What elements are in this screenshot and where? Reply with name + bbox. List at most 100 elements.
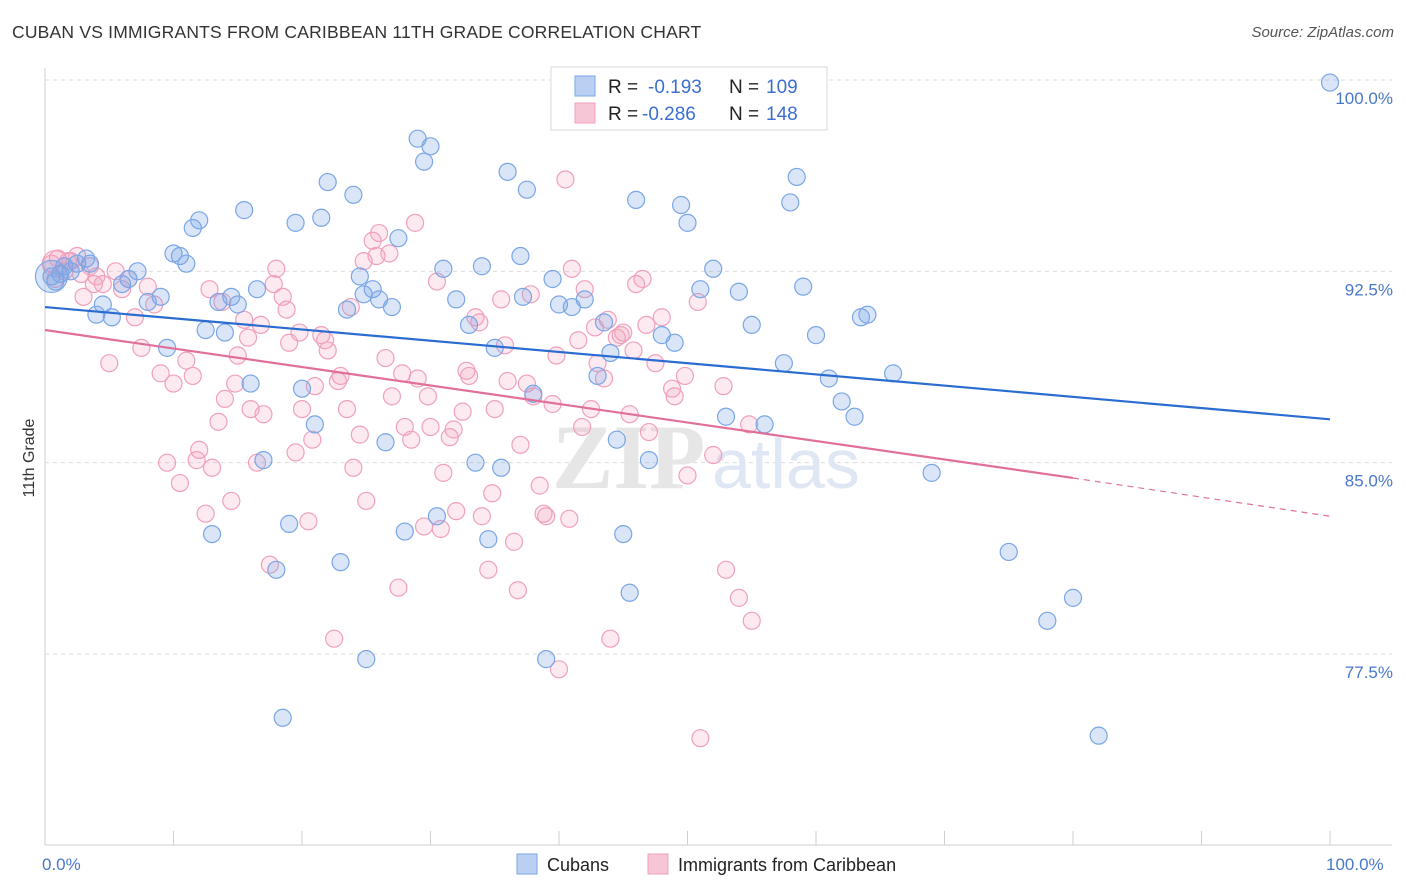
caribbean-point [624, 341, 643, 360]
caribbean-point [170, 473, 190, 493]
cubans-point [389, 229, 408, 248]
caribbean-point [714, 377, 733, 396]
cubans-point [254, 451, 273, 470]
cubans-point [350, 267, 369, 286]
bottom-legend-cubans: Cubans [547, 855, 609, 875]
caribbean-point [742, 611, 761, 630]
y-tick-labels: 77.5% 85.0% 92.5% 100.0% [1335, 89, 1393, 682]
caribbean-point [74, 287, 93, 306]
caribbean-point [286, 443, 305, 462]
cubans-point [626, 190, 646, 210]
caribbean-point [84, 274, 103, 294]
cubans-point [434, 259, 453, 278]
caribbean-point [316, 331, 335, 350]
cubans-point [267, 560, 286, 579]
cubans-point [414, 152, 434, 171]
cubans-point [1320, 73, 1340, 92]
cubans-point [247, 280, 267, 299]
cubans-point [806, 326, 826, 345]
cubans-point [588, 366, 607, 386]
cubans-point [517, 180, 536, 199]
caribbean-point [601, 629, 620, 648]
cubans-point [331, 553, 350, 572]
caribbean-point [485, 399, 504, 419]
caribbean-point [549, 660, 569, 679]
caribbean-point [196, 504, 215, 523]
caribbean-point [569, 331, 588, 350]
caribbean-point [675, 366, 695, 386]
cubans-point [524, 384, 543, 403]
y-tick-label: 100.0% [1335, 89, 1393, 108]
legend-n-label-caribbean: N = [729, 104, 759, 125]
caribbean-point [447, 502, 466, 521]
cubans-point [376, 433, 395, 452]
caribbean-point [337, 399, 357, 419]
caribbean-point [222, 491, 241, 511]
caribbean-point [508, 581, 527, 600]
legend-r-label-caribbean: R = [608, 104, 638, 125]
caribbean-point [457, 361, 476, 380]
cubans-point [1038, 611, 1057, 630]
caribbean-point [740, 415, 759, 434]
caribbean-point [575, 280, 594, 299]
caribbean-point [444, 420, 463, 439]
caribbean-point [164, 374, 183, 393]
legend-r-value-cubans: -0.193 [648, 77, 702, 98]
cubans-point [614, 524, 633, 544]
cubans-point [742, 315, 761, 335]
cubans-point [305, 415, 324, 434]
y-axis-label: 11th Grade [21, 418, 38, 497]
cubans-point [273, 708, 292, 727]
caribbean-point [504, 532, 524, 551]
cubans-point [280, 514, 299, 533]
caribbean-point [344, 458, 363, 477]
caribbean-point [479, 560, 498, 579]
caribbean-trend-line [44, 328, 1074, 480]
cubans-point-cluster [34, 259, 69, 294]
caribbean-trend-extension [1072, 477, 1331, 517]
y-tick-label: 77.5% [1345, 663, 1393, 682]
caribbean-point [213, 292, 232, 312]
caribbean-point [264, 274, 283, 294]
cubans-point [845, 407, 864, 426]
caribbean-point [267, 259, 286, 278]
caribbean-point [277, 300, 296, 319]
cubans-point [196, 320, 215, 340]
caribbean-point [459, 366, 479, 386]
cubans-point [639, 451, 659, 470]
caribbean-point [290, 323, 309, 342]
series-cubans-points [34, 73, 1340, 745]
cubans-point [354, 285, 373, 304]
cubans-point [716, 407, 736, 426]
cubans-point [492, 458, 511, 477]
grid-lines [45, 79, 1392, 655]
cubans-point [922, 463, 941, 482]
caribbean-point [678, 466, 697, 485]
caribbean-point [125, 308, 145, 327]
caribbean-point [405, 213, 425, 232]
cubans-point [498, 162, 517, 181]
cubans-point [466, 453, 485, 472]
caribbean-point [112, 280, 132, 299]
cubans-point [202, 524, 222, 544]
cubans-point [620, 583, 639, 602]
legend-r-label-cubans: R = [608, 77, 638, 98]
cubans-point [678, 213, 697, 232]
cubans-point [190, 211, 209, 230]
cubans-point [382, 297, 402, 317]
caribbean-point [537, 507, 556, 526]
caribbean-point [633, 269, 652, 289]
cubans-point [601, 343, 620, 363]
cubans-point [87, 305, 106, 324]
source-label: Source: ZipAtlas.com [1251, 24, 1394, 41]
y-tick-label: 85.0% [1345, 472, 1393, 491]
caribbean-point [209, 412, 228, 431]
cubans-point [819, 369, 838, 388]
caribbean-point [370, 223, 389, 243]
cubans-point [128, 262, 147, 281]
cubans-point [344, 185, 363, 204]
cubans-trend-line [44, 305, 1331, 421]
caribbean-point [646, 354, 665, 373]
caribbean-point [357, 491, 376, 511]
